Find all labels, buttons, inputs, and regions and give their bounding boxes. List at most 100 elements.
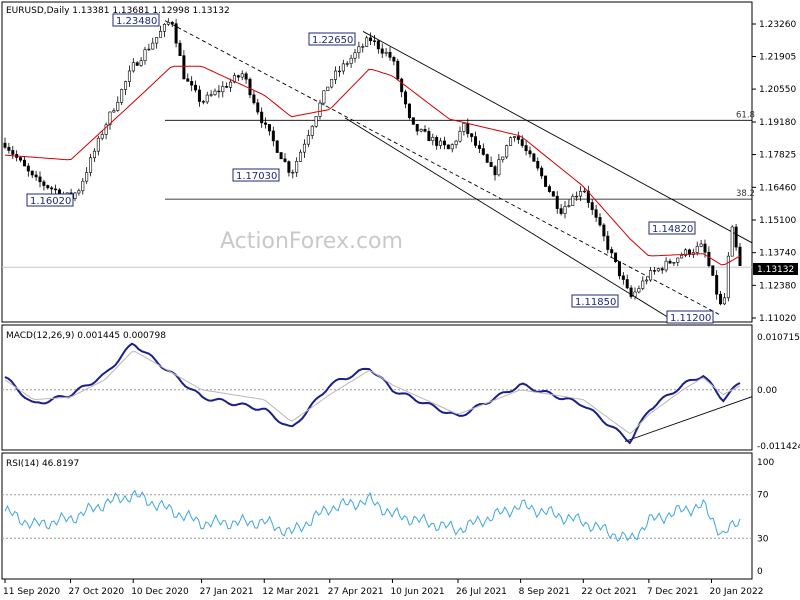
candle-body: [182, 55, 186, 80]
candle-body: [147, 48, 151, 51]
channel-upper-line: [362, 31, 753, 244]
annotation-box-1.14820: [648, 221, 696, 235]
candle-body: [470, 133, 474, 137]
candle-body: [392, 57, 396, 62]
candle-body: [625, 279, 629, 289]
candle-body: [652, 270, 656, 272]
date-axis-label: 8 Sep 2021: [519, 587, 570, 597]
rsi-pane-frame: [1, 452, 753, 580]
candle-body: [404, 91, 408, 105]
candle-body: [96, 137, 100, 152]
candle-body: [50, 187, 54, 190]
candle-body: [330, 79, 334, 88]
channel-mid-line: [164, 20, 721, 316]
candle-body: [719, 293, 723, 305]
candle-body: [559, 208, 563, 214]
candle-body: [186, 78, 190, 82]
candle-body: [501, 156, 505, 161]
candle-body: [617, 261, 621, 277]
rsi-axis-label: 30: [757, 534, 769, 544]
candle-body: [361, 46, 365, 48]
candle-body: [431, 137, 435, 142]
macd-pane-title: MACD(12,26,9) 0.001445 0.000798: [6, 331, 166, 341]
candle-body: [131, 62, 135, 72]
candle-body: [637, 288, 641, 293]
candle-body: [190, 81, 194, 86]
candle-body: [699, 243, 703, 247]
candle-body: [318, 102, 322, 117]
macd-trendline: [624, 396, 753, 442]
candle-body: [7, 147, 11, 151]
candle-body: [30, 170, 34, 176]
candle-body: [629, 287, 633, 297]
candle-body: [668, 260, 672, 264]
candle-body: [695, 246, 699, 253]
annotation-label: 1.17030: [236, 171, 277, 182]
annotation-label: 1.11850: [575, 297, 616, 308]
candle-body: [411, 117, 415, 125]
candle-body: [271, 130, 275, 142]
candle-body: [217, 90, 221, 93]
candle-body: [380, 48, 384, 54]
annotation-box-1.22650: [308, 32, 356, 46]
candle-body: [711, 265, 715, 276]
annotation-box-1.23480: [112, 13, 160, 27]
candle-body: [240, 73, 244, 78]
candle-body: [516, 136, 520, 140]
candle-body: [295, 161, 299, 173]
annotation-box-1.11850: [571, 294, 619, 308]
candle-body: [174, 23, 178, 44]
date-axis-label: 20 Jan 2022: [710, 587, 764, 597]
candle-body: [551, 191, 555, 197]
candle-body: [489, 162, 493, 167]
candle-body: [244, 73, 248, 80]
date-axis-label: 10 Jun 2021: [390, 587, 444, 597]
watermark: ActionForex.com: [220, 229, 403, 254]
macd-signal-line: [4, 351, 741, 435]
date-axis-label: 11 Sep 2020: [3, 587, 60, 597]
candle-body: [497, 159, 501, 176]
price-axis-label: 1.12380: [759, 281, 796, 291]
candle-body: [248, 78, 252, 96]
candle-body: [505, 145, 509, 158]
candle-body: [676, 257, 680, 263]
candle-body: [139, 60, 143, 66]
candle-body: [555, 195, 559, 209]
candle-body: [419, 129, 423, 132]
candle-body: [197, 89, 201, 102]
candle-body: [579, 191, 583, 197]
candle-body: [614, 252, 618, 262]
candle-body: [726, 255, 730, 299]
candle-body: [365, 37, 369, 47]
candle-body: [372, 40, 376, 42]
candle-body: [369, 37, 373, 42]
candle-body: [446, 144, 450, 150]
fib-label-38.2: 38.2: [736, 189, 755, 199]
candle-body: [11, 150, 15, 155]
candle-body: [567, 205, 571, 207]
candle-body: [326, 86, 330, 92]
candle-body: [540, 167, 544, 177]
date-axis-label: 12 Mar 2021: [262, 587, 319, 597]
candle-body: [229, 81, 233, 88]
candle-body: [135, 62, 139, 66]
candle-body: [264, 122, 268, 125]
candle-body: [439, 140, 443, 146]
annotation-box-1.11200: [666, 310, 714, 324]
candle-body: [481, 148, 485, 155]
candle-body: [536, 161, 540, 169]
fib-label-61.8: 61.8: [736, 110, 755, 120]
current-price-tag: [753, 263, 798, 275]
candle-body: [178, 42, 182, 56]
candle-body: [520, 139, 524, 146]
candle-body: [314, 116, 318, 127]
candle-body: [664, 260, 668, 271]
candle-body: [299, 151, 303, 162]
price-axis-label: 1.16460: [759, 183, 796, 193]
candle-body: [205, 94, 209, 103]
candle-body: [590, 202, 594, 211]
candle-body: [225, 86, 229, 88]
annotation-label: 1.16020: [30, 196, 71, 207]
candle-body: [672, 262, 676, 264]
candle-body: [466, 122, 470, 135]
